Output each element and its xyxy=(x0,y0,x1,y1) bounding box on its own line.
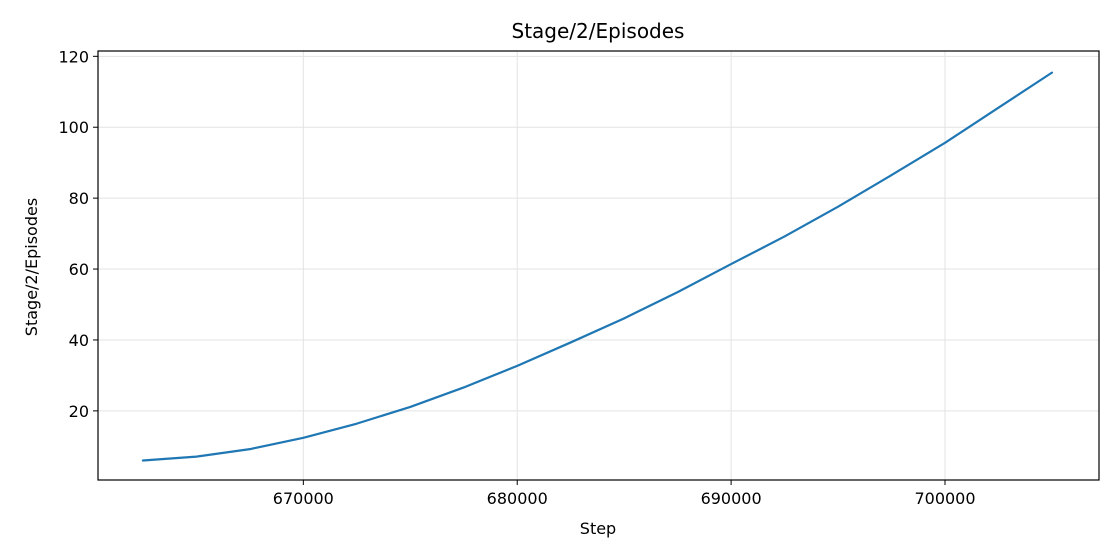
y-tick-label: 40 xyxy=(69,331,89,350)
grid-lines xyxy=(98,51,1099,480)
x-tick-label: 680000 xyxy=(487,489,548,508)
y-tick-label: 20 xyxy=(69,402,89,421)
y-tick-label: 100 xyxy=(58,118,89,137)
x-tick-label: 670000 xyxy=(273,489,334,508)
y-tick-label: 60 xyxy=(69,260,89,279)
y-tick-label: 80 xyxy=(69,189,89,208)
series-line xyxy=(141,71,1054,462)
plot-frame xyxy=(97,50,1100,481)
x-tick-label: 700000 xyxy=(914,489,975,508)
chart-title: Stage/2/Episodes xyxy=(512,19,685,43)
x-axis-label: Step xyxy=(580,519,616,538)
x-axis-ticks: 670000 680000 690000 700000 xyxy=(273,480,976,508)
x-tick-label: 690000 xyxy=(701,489,762,508)
y-axis-label: Stage/2/Episodes xyxy=(22,198,41,336)
y-axis-ticks: 20 40 60 80 100 120 xyxy=(58,47,98,421)
y-tick-label: 120 xyxy=(58,47,89,66)
data-series xyxy=(141,71,1054,462)
